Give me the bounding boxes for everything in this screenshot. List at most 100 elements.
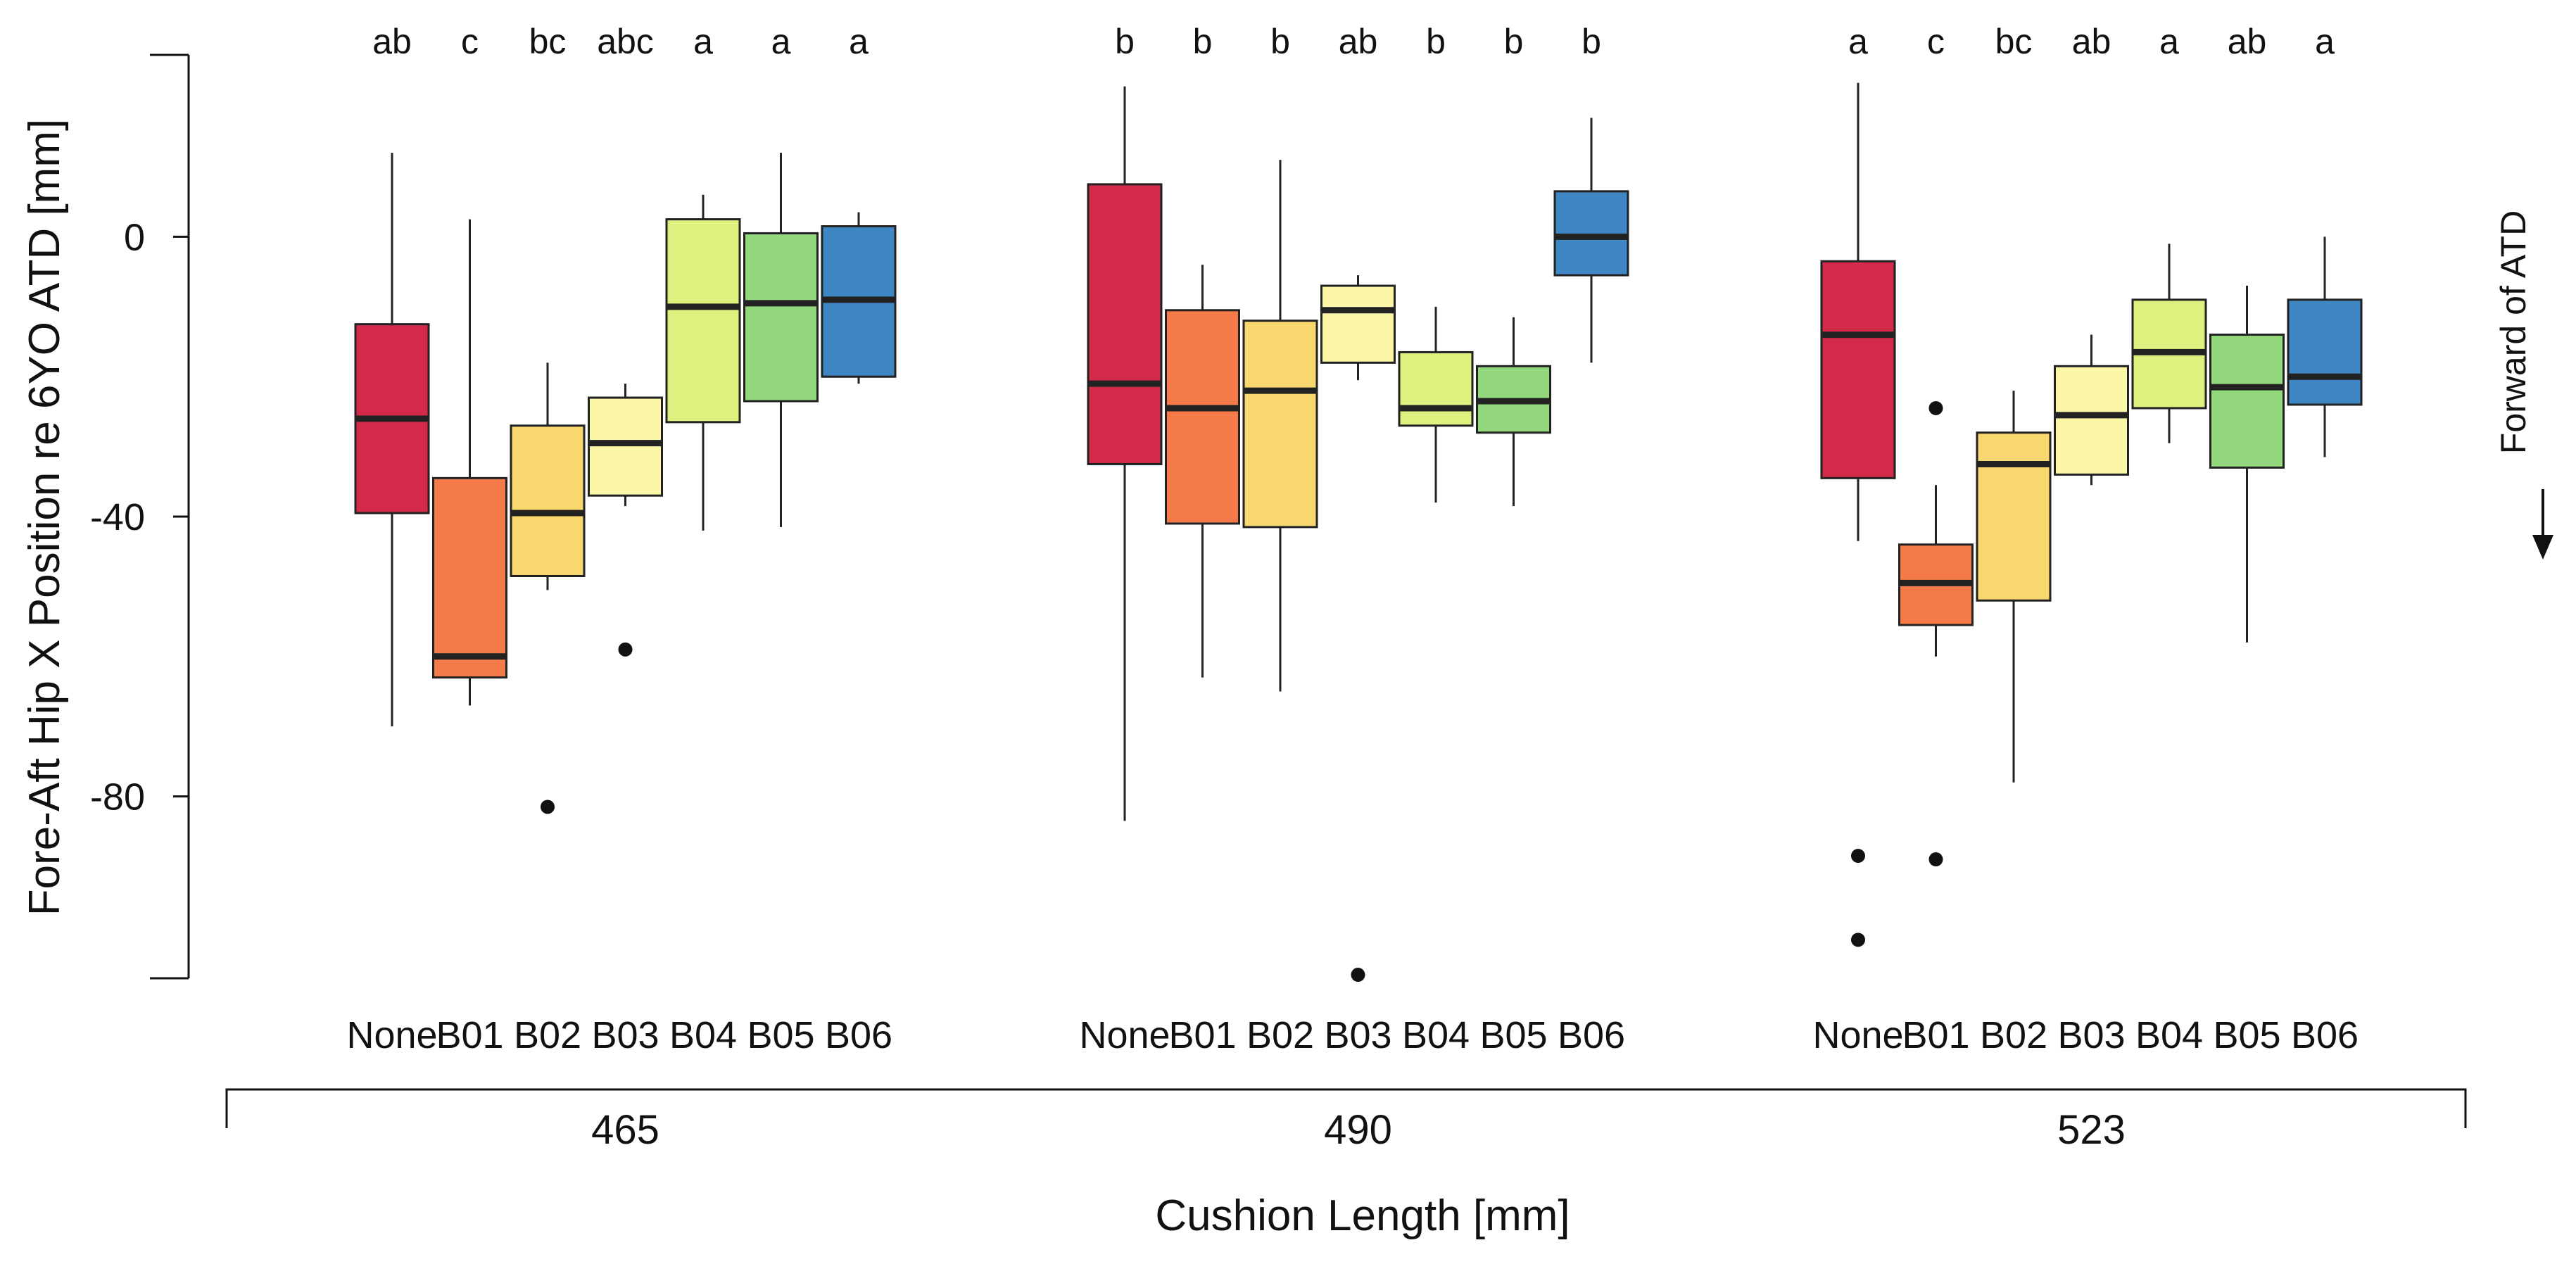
significance-letter: ab bbox=[1339, 22, 1378, 61]
category-label: B04 bbox=[1402, 1014, 1470, 1056]
group-label: 490 bbox=[1324, 1107, 1392, 1153]
box-523-B03 bbox=[2054, 334, 2129, 486]
significance-letter: b bbox=[1193, 22, 1213, 61]
box-490-B05 bbox=[1476, 317, 1551, 507]
box-523-B06 bbox=[2287, 236, 2363, 457]
category-label: B06 bbox=[2291, 1014, 2359, 1056]
box-490-B03 bbox=[1320, 275, 1396, 982]
significance-letter: c bbox=[1927, 22, 1945, 61]
box-465-B06 bbox=[821, 212, 897, 384]
category-label: B01 bbox=[1902, 1014, 1969, 1056]
significance-letter: a bbox=[693, 22, 713, 61]
box-rect bbox=[510, 424, 586, 577]
box-490-B04 bbox=[1398, 306, 1474, 503]
boxes bbox=[354, 82, 2363, 982]
significance-letter: a bbox=[1848, 22, 1868, 61]
box-523-None bbox=[1820, 82, 1896, 947]
category-label: B02 bbox=[1246, 1014, 1314, 1056]
significance-letter: bc bbox=[529, 22, 567, 61]
box-523-B01 bbox=[1898, 400, 1974, 867]
box-rect bbox=[588, 396, 663, 497]
box-rect bbox=[1553, 190, 1629, 277]
outlier-point bbox=[541, 800, 555, 814]
box-rect bbox=[1165, 309, 1240, 525]
box-490-B06 bbox=[1553, 118, 1629, 363]
box-465-B05 bbox=[743, 153, 819, 527]
box-523-B05 bbox=[2209, 286, 2285, 643]
x-axis-title: Cushion Length [mm] bbox=[1155, 1192, 1570, 1240]
category-label: B04 bbox=[2135, 1014, 2203, 1056]
box-rect bbox=[1976, 431, 2052, 602]
box-465-B02 bbox=[510, 362, 586, 814]
side-annotation: Forward of ATD bbox=[2494, 210, 2533, 454]
outlier-point bbox=[1928, 400, 1943, 415]
box-rect bbox=[743, 232, 819, 403]
significance-letter: ab bbox=[2072, 22, 2111, 61]
outlier-point bbox=[1851, 933, 1865, 947]
box-rect bbox=[1398, 350, 1474, 427]
y-axis-title: Fore-Aft Hip X Position re 6YO ATD [mm] bbox=[20, 119, 69, 916]
significance-letter: b bbox=[1270, 22, 1290, 61]
category-label: None bbox=[346, 1014, 437, 1056]
category-label: B02 bbox=[514, 1014, 581, 1056]
category-label: None bbox=[1079, 1014, 1170, 1056]
significance-letter: a bbox=[771, 22, 791, 61]
box-rect bbox=[2287, 298, 2363, 406]
category-label: B06 bbox=[1558, 1014, 1625, 1056]
labels: abNonecB01bcB02abcB03aB04aB05aB06465bNon… bbox=[346, 22, 2553, 1153]
x-group-bracket bbox=[225, 1088, 2467, 1128]
significance-letter: abc bbox=[597, 22, 654, 61]
box-523-B04 bbox=[2131, 244, 2207, 443]
category-label: B02 bbox=[1980, 1014, 2047, 1056]
y-tick-label: -40 bbox=[90, 496, 145, 538]
category-label: B03 bbox=[2057, 1014, 2125, 1056]
axes: 0 -40 -80 Fore-Aft Hip X Position re 6YO AT… bbox=[20, 53, 2467, 1240]
box-490-B02 bbox=[1242, 160, 1318, 692]
outlier-point bbox=[1851, 849, 1865, 864]
category-label: None bbox=[1812, 1014, 1903, 1056]
box-rect bbox=[1242, 320, 1318, 529]
group-490 bbox=[1087, 86, 1629, 982]
significance-letter: c bbox=[461, 22, 479, 61]
box-rect bbox=[1320, 284, 1396, 364]
box-523-B02 bbox=[1976, 391, 2052, 783]
category-label: B03 bbox=[1324, 1014, 1391, 1056]
box-rect bbox=[1820, 260, 1896, 479]
box-rect bbox=[665, 218, 741, 424]
category-label: B05 bbox=[747, 1014, 814, 1056]
significance-letter: a bbox=[849, 22, 869, 61]
side-arrow-head bbox=[2532, 535, 2553, 560]
box-490-None bbox=[1087, 86, 1163, 821]
significance-letter: b bbox=[1115, 22, 1135, 61]
category-label: B05 bbox=[2213, 1014, 2280, 1056]
significance-letter: b bbox=[1504, 22, 1524, 61]
box-465-B03 bbox=[588, 384, 663, 657]
significance-letter: bc bbox=[1995, 22, 2033, 61]
category-label: B05 bbox=[1479, 1014, 1547, 1056]
group-523 bbox=[1820, 82, 2363, 947]
box-rect bbox=[2054, 365, 2129, 476]
significance-letter: b bbox=[1426, 22, 1446, 61]
outlier-point bbox=[618, 642, 633, 657]
category-label: B01 bbox=[1168, 1014, 1236, 1056]
box-465-B01 bbox=[432, 219, 507, 706]
outlier-point bbox=[1928, 852, 1943, 867]
box-465-B04 bbox=[665, 194, 741, 531]
category-label: B06 bbox=[825, 1014, 892, 1056]
significance-letter: a bbox=[2315, 22, 2335, 61]
y-tick-label: 0 bbox=[124, 216, 145, 258]
group-465 bbox=[354, 153, 897, 814]
group-label: 465 bbox=[591, 1107, 659, 1153]
significance-letter: b bbox=[1581, 22, 1601, 61]
significance-letter: ab bbox=[2228, 22, 2267, 61]
y-tick-label: -80 bbox=[90, 776, 145, 819]
category-label: B03 bbox=[591, 1014, 659, 1056]
box-490-B01 bbox=[1165, 265, 1240, 678]
significance-letter: a bbox=[2159, 22, 2179, 61]
box-rect bbox=[2209, 334, 2285, 469]
outlier-point bbox=[1351, 968, 1365, 982]
box-465-None bbox=[354, 153, 430, 727]
category-label: B01 bbox=[436, 1014, 503, 1056]
significance-letter: ab bbox=[372, 22, 412, 61]
